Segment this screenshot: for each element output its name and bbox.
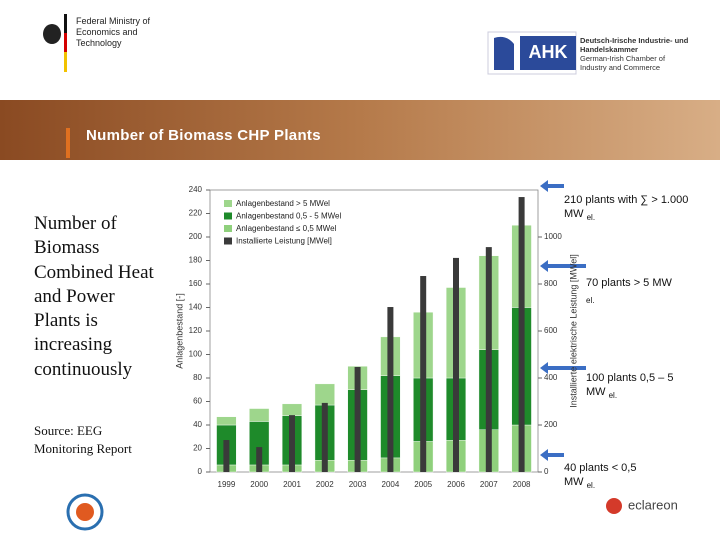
y-tick-label: 20 [193,444,202,453]
y-tick-label: 80 [193,373,202,382]
annotation-sub: el. [586,213,596,223]
x-tick-label: 2004 [382,480,400,489]
y-tick-label: 200 [189,232,203,241]
y2-tick-label: 0 [544,467,549,476]
legend-swatch [224,200,232,207]
ahk-logo: AHK [487,31,577,75]
annotation: 210 plants with ∑ > 1.000 MW el. [564,193,694,225]
capacity-bar [518,197,525,473]
capacity-bar [354,366,361,472]
x-tick-label: 2003 [349,480,367,489]
capacity-bar [321,402,328,472]
source-text: Source: EEG Monitoring Report [34,423,132,456]
body-text: Number of Biomass Combined Heat and Powe… [34,213,154,380]
legend-label: Anlagenbestand > 5 MWel [236,199,330,208]
renewables-logo [66,493,104,531]
x-tick-label: 2001 [283,480,301,489]
eclareon-text: eclareon [628,497,678,512]
annotation: 100 plants 0,5 – 5 MW el. [586,371,676,403]
annotation-sub: el. [586,481,596,491]
ministry-name: Federal Ministry of Economics and Techno… [76,16,151,48]
y-tick-label: 180 [189,256,203,265]
x-tick-label: 1999 [218,480,236,489]
annotation-sub: el. [586,296,595,306]
y-tick-label: 160 [189,279,203,288]
y-tick-label: 120 [189,326,203,335]
legend-label: Anlagenbestand ≤ 0,5 MWel [236,224,337,233]
chamber-name: Deutsch-Irische Industrie- und Handelska… [580,36,690,72]
capacity-bar [387,307,394,472]
capacity-bar [453,257,459,472]
y-tick-label: 140 [189,303,203,312]
y-tick-label: 100 [189,350,203,359]
ahk-text: AHK [529,42,568,62]
annotation-text: 70 plants > 5 MW [586,277,672,289]
x-tick-label: 2007 [480,480,498,489]
legend-swatch [224,237,232,245]
x-tick-label: 2005 [414,480,432,489]
capacity-bar [223,440,230,472]
bar-segment [249,408,270,422]
eagle-logo [43,14,67,72]
y-tick-label: 40 [193,420,202,429]
y-tick-label: 220 [189,209,203,218]
bar-segment [281,403,303,416]
slide-title: Number of Biomass CHP Plants [86,127,321,144]
chamber-de: Deutsch-Irische Industrie- und Handelska… [580,36,689,54]
accent-bar [66,128,70,158]
legend-swatch [224,212,232,220]
chamber-en: German-Irish Chamber of Industry and Com… [580,54,666,72]
capacity-bar [485,247,492,472]
x-tick-label: 2006 [447,480,465,489]
legend-label: Installierte Leistung [MWel] [236,237,332,246]
y2-axis-label: Installierte elektrische Leistung [MWel] [568,254,578,407]
y-tick-label: 0 [198,467,203,476]
legend-label: Anlagenbestand 0,5 - 5 MWel [236,212,341,221]
capacity-bar [256,447,263,472]
y-tick-label: 60 [193,397,202,406]
arrows [540,180,586,461]
annotation-text: 100 plants 0,5 – 5 MW [586,372,674,398]
annotation-sub: el. [608,391,618,401]
y2-tick-label: 200 [544,420,558,429]
x-tick-label: 2008 [513,480,531,489]
annotation: 40 plants < 0,5 MW el. [564,461,654,493]
annotation-text: 40 plants < 0,5 MW [564,462,637,488]
annotation-text: 210 plants with ∑ > 1.000 MW [564,194,689,220]
y-axis-label: Anlagenbestand [-] [174,293,184,369]
legend-swatch [224,225,232,232]
x-tick-label: 2000 [250,480,268,489]
capacity-bar [289,415,295,472]
bar-segment [216,416,237,426]
bar-segment [314,383,335,406]
eclareon-logo: eclareon [606,497,678,514]
x-tick-label: 2002 [316,480,334,489]
header-band [0,100,720,160]
y2-tick-label: 800 [544,279,558,288]
y2-tick-label: 600 [544,326,558,335]
y-tick-label: 240 [189,185,203,194]
y2-tick-label: 400 [544,373,558,382]
annotation: 70 plants > 5 MW el. [586,276,676,308]
y2-tick-label: 1000 [544,232,562,241]
capacity-bar [420,276,427,472]
